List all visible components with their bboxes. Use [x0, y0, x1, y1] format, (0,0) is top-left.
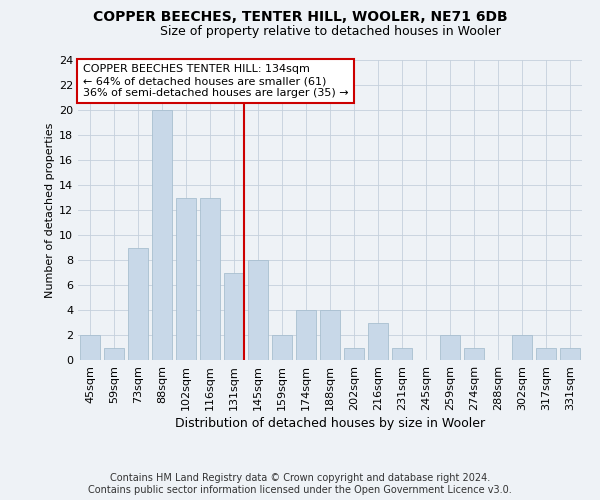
Bar: [272, 335, 292, 360]
Bar: [320, 310, 340, 360]
Bar: [80, 335, 100, 360]
Bar: [224, 272, 244, 360]
Bar: [440, 335, 460, 360]
Bar: [200, 198, 220, 360]
Bar: [464, 348, 484, 360]
Bar: [176, 198, 196, 360]
Bar: [512, 335, 532, 360]
Bar: [560, 348, 580, 360]
Title: Size of property relative to detached houses in Wooler: Size of property relative to detached ho…: [160, 25, 500, 38]
Y-axis label: Number of detached properties: Number of detached properties: [45, 122, 55, 298]
Bar: [344, 348, 364, 360]
Bar: [248, 260, 268, 360]
Bar: [128, 248, 148, 360]
Bar: [104, 348, 124, 360]
Text: COPPER BEECHES TENTER HILL: 134sqm
← 64% of detached houses are smaller (61)
36%: COPPER BEECHES TENTER HILL: 134sqm ← 64%…: [83, 64, 349, 98]
Text: COPPER BEECHES, TENTER HILL, WOOLER, NE71 6DB: COPPER BEECHES, TENTER HILL, WOOLER, NE7…: [92, 10, 508, 24]
X-axis label: Distribution of detached houses by size in Wooler: Distribution of detached houses by size …: [175, 417, 485, 430]
Bar: [368, 322, 388, 360]
Bar: [296, 310, 316, 360]
Text: Contains HM Land Registry data © Crown copyright and database right 2024.
Contai: Contains HM Land Registry data © Crown c…: [88, 474, 512, 495]
Bar: [392, 348, 412, 360]
Bar: [152, 110, 172, 360]
Bar: [536, 348, 556, 360]
